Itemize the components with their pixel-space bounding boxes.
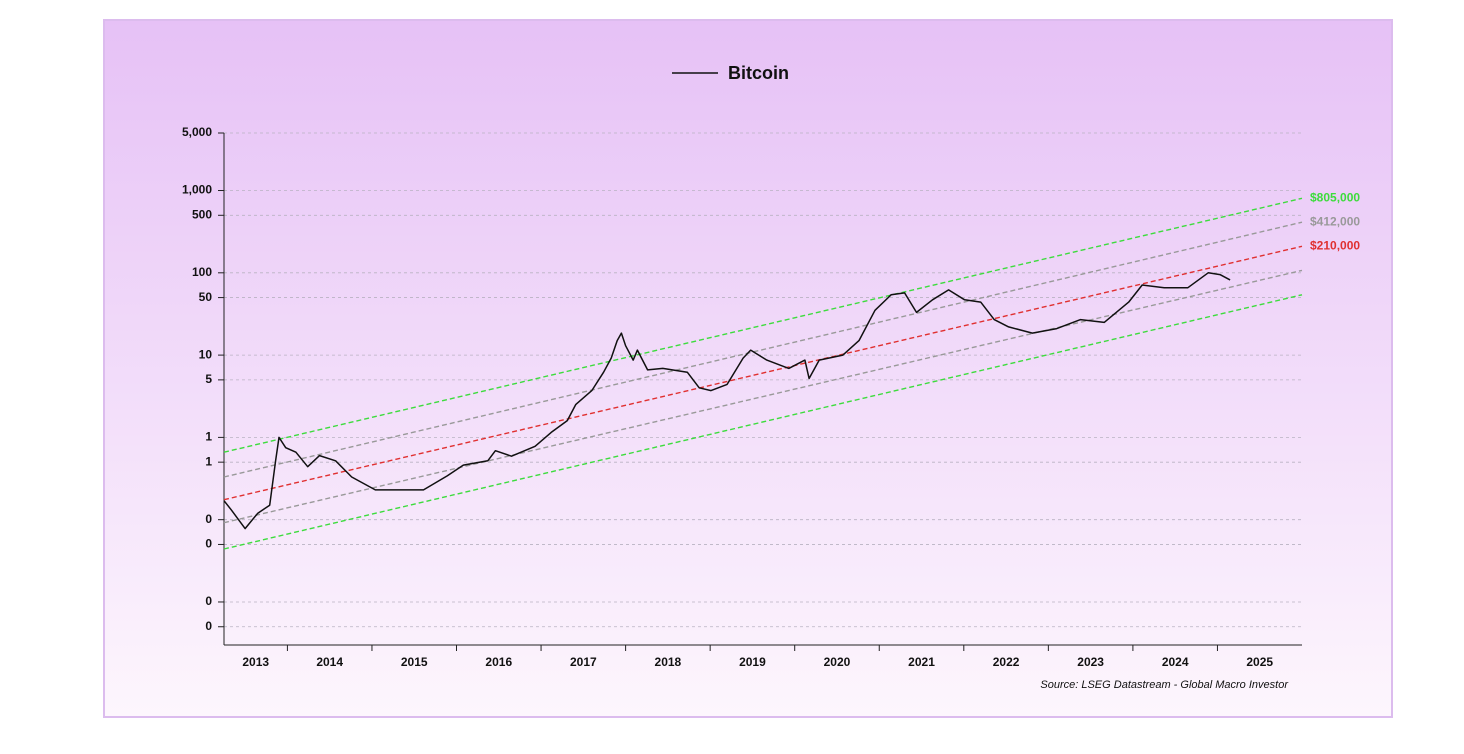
y-tick-label: 10	[199, 347, 213, 361]
x-tick-label: 2015	[401, 655, 428, 669]
band-label: $805,000	[1310, 190, 1360, 204]
trend-band	[223, 245, 1303, 501]
y-tick-label: 5	[205, 372, 212, 386]
x-tick-label: 2022	[993, 655, 1020, 669]
y-tick-label: 5,000	[182, 125, 212, 139]
price-line	[223, 272, 1231, 530]
x-tick-label: 2016	[485, 655, 512, 669]
x-tick-label: 2018	[655, 655, 682, 669]
x-tick-label: 2025	[1246, 655, 1273, 669]
x-tick-label: 2017	[570, 655, 597, 669]
band-label: $412,000	[1310, 214, 1360, 228]
y-tick-label: 1,000	[182, 183, 212, 197]
y-tick-label: 0	[205, 537, 212, 551]
y-tick-label: 0	[205, 512, 212, 526]
y-tick-label: 1	[205, 454, 212, 468]
x-tick-label: 2024	[1162, 655, 1189, 669]
chart-frame	[103, 19, 1393, 718]
x-tick-label: 2019	[739, 655, 766, 669]
trend-band	[223, 221, 1303, 478]
y-tick-label: 50	[199, 290, 213, 304]
y-tick-label: 0	[205, 594, 212, 608]
trend-band	[223, 197, 1303, 453]
y-tick-label: 500	[192, 207, 212, 221]
source-note: Source: LSEG Datastream - Global Macro I…	[1040, 679, 1289, 691]
y-tick-label: 1	[205, 430, 212, 444]
x-tick-label: 2014	[316, 655, 343, 669]
x-tick-label: 2023	[1077, 655, 1104, 669]
y-tick-label: 100	[192, 265, 212, 279]
y-tick-label: 0	[205, 619, 212, 633]
trend-band	[223, 294, 1303, 550]
x-tick-label: 2021	[908, 655, 935, 669]
legend-label: Bitcoin	[728, 63, 789, 83]
x-tick-label: 2020	[824, 655, 851, 669]
band-label: $210,000	[1310, 238, 1360, 252]
trend-band	[223, 269, 1303, 524]
x-tick-label: 2013	[242, 655, 269, 669]
